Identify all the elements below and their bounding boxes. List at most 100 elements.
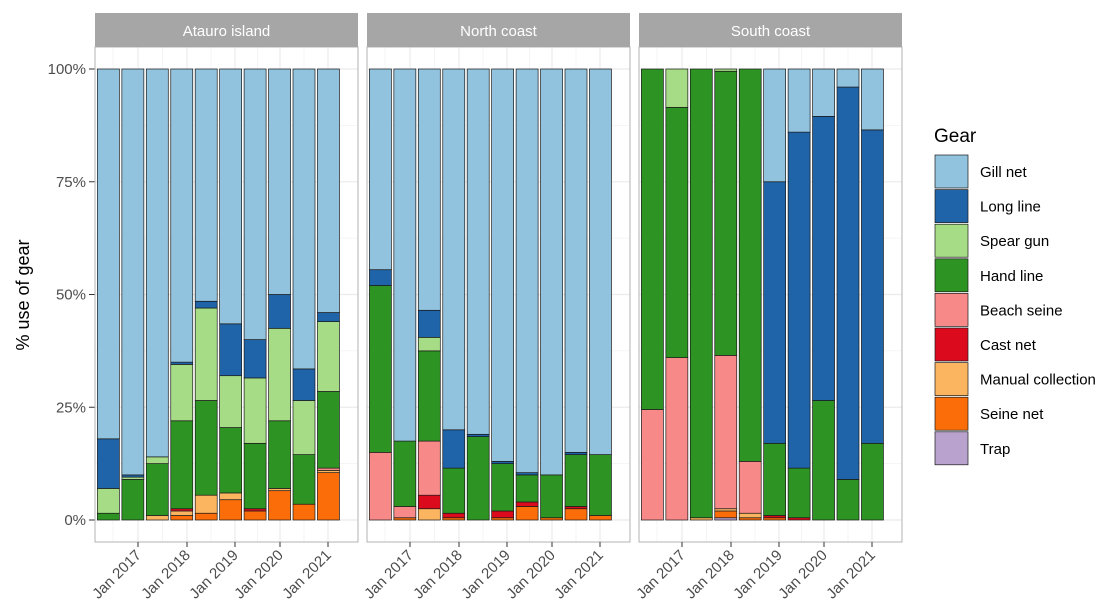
legend-label: Gill net — [980, 164, 1028, 181]
bar-segment-cast-net — [491, 510, 514, 519]
bar-segment-hand-line — [589, 454, 612, 516]
bar-segment-hand-line — [665, 106, 689, 358]
bar-segment-gill-net — [194, 68, 218, 302]
bar-stack — [564, 68, 588, 521]
bar-stack — [738, 68, 762, 521]
legend-swatch — [934, 327, 969, 362]
x-tick-label: Jan 2017 — [633, 547, 689, 603]
bar-segment-long-line — [97, 438, 120, 489]
bar-segment-gill-net — [219, 68, 242, 325]
bar-segment-gill-net — [369, 68, 392, 271]
bar-segment-hand-line — [641, 68, 664, 410]
legend-label: Hand line — [980, 268, 1043, 285]
bar-segment-long-line — [194, 300, 218, 309]
bar-segment-hand-line — [317, 391, 340, 469]
bar-segment-long-line — [763, 181, 787, 444]
bar-segment-beach-seine — [369, 452, 392, 521]
legend-label: Spear gun — [980, 233, 1049, 250]
bar-segment-long-line — [317, 312, 340, 322]
legend-label: Manual collection — [980, 372, 1096, 389]
bar-stack — [589, 68, 612, 521]
bar-stack — [787, 68, 811, 521]
bar-segment-gill-net — [515, 68, 539, 473]
bar-stack — [145, 68, 169, 521]
x-tick-label: Jan 2017 — [361, 547, 417, 603]
bar-segment-seine-net — [219, 499, 242, 521]
bar-segment-hand-line — [861, 442, 884, 521]
bar-segment-gill-net — [589, 68, 612, 455]
bar-segment-seine-net — [268, 490, 291, 521]
bar-segment-spear-gun — [268, 327, 291, 422]
bar-segment-long-line — [417, 309, 441, 338]
bar-segment-long-line — [369, 269, 392, 286]
bar-segment-spear-gun — [714, 68, 738, 72]
bar-stack — [292, 68, 316, 521]
bar-stack — [491, 68, 514, 521]
bar-segment-hand-line — [714, 70, 738, 356]
bar-segment-hand-line — [787, 467, 811, 519]
legend-item-gill-net: Gill net — [934, 154, 1028, 189]
panel-strip — [639, 13, 902, 47]
bar-segment-beach-seine — [393, 506, 417, 519]
bar-segment-hand-line — [393, 440, 417, 507]
bar-segment-gill-net — [145, 68, 169, 458]
bar-segment-gill-net — [268, 68, 291, 295]
bar-segment-hand-line — [219, 427, 242, 494]
bar-segment-hand-line — [836, 479, 860, 521]
bar-segment-gill-net — [317, 68, 340, 313]
bar-segment-seine-net — [515, 506, 539, 521]
bar-segment-beach-seine — [738, 461, 762, 514]
bar-stack — [812, 68, 835, 521]
bar-segment-spear-gun — [194, 307, 218, 401]
bar-segment-gill-net — [540, 68, 563, 476]
bar-segment-spear-gun — [170, 364, 194, 422]
legend-swatch — [934, 396, 969, 431]
bar-segment-gill-net — [787, 68, 811, 133]
bar-stack — [317, 68, 340, 521]
bar-stack — [369, 68, 392, 521]
bar-segment-beach-seine — [641, 409, 664, 521]
legend-label: Trap — [980, 441, 1010, 458]
bar-segment-gill-net — [861, 68, 884, 131]
bar-segment-seine-net — [317, 472, 340, 521]
legend-item-hand-line: Hand line — [934, 258, 1043, 293]
legend-label: Cast net — [980, 337, 1037, 354]
bar-stack — [194, 68, 218, 521]
bar-segment-gill-net — [763, 68, 787, 183]
bar-segment-spear-gun — [317, 321, 340, 392]
bar-segment-manual-collection — [417, 508, 441, 521]
bar-segment-manual-collection — [219, 492, 242, 501]
bar-stack — [689, 68, 713, 521]
bar-segment-gill-net — [393, 68, 417, 442]
y-tick-label: 100% — [48, 61, 86, 78]
bar-segment-manual-collection — [170, 510, 194, 516]
bar-segment-gill-net — [836, 68, 860, 88]
bar-segment-spear-gun — [97, 488, 120, 514]
bar-segment-gill-net — [812, 68, 835, 117]
y-tick-label: 0% — [64, 512, 86, 529]
bar-segment-hand-line — [515, 474, 539, 503]
bar-segment-spear-gun — [292, 400, 316, 455]
legend-swatch — [934, 223, 969, 258]
legend-label: Long line — [980, 199, 1041, 216]
bar-segment-seine-net — [564, 508, 588, 521]
bar-segment-spear-gun — [145, 456, 169, 464]
bar-stack — [393, 68, 417, 521]
bar-segment-beach-seine — [714, 355, 738, 510]
x-tick-label: Jan 2018 — [410, 547, 466, 603]
bar-segment-seine-net — [714, 510, 738, 519]
bar-segment-hand-line — [170, 420, 194, 510]
bar-segment-long-line — [836, 86, 860, 480]
legend-swatch — [934, 362, 969, 396]
y-tick-label: 75% — [56, 174, 86, 191]
bar-segment-hand-line — [292, 454, 316, 505]
bar-segment-hand-line — [243, 442, 267, 510]
legend-label: Beach seine — [980, 302, 1063, 319]
legend-item-long-line: Long line — [934, 189, 1041, 223]
bar-segment-long-line — [787, 131, 811, 469]
legend-title: Gear — [934, 126, 977, 147]
panel-strip — [367, 13, 630, 47]
